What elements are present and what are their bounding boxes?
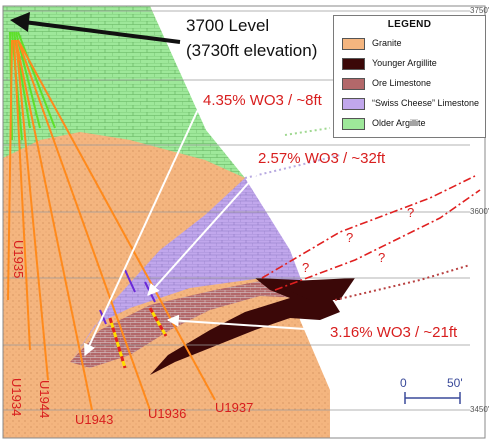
scale-bar [404, 392, 461, 404]
question-mark: ? [346, 230, 354, 245]
assay-label-3: 3.16% WO3 / ~21ft [330, 324, 458, 341]
assay-arrows [84, 104, 321, 357]
granite-swatch [342, 38, 365, 50]
drill-hole-label-u1935: U1935 [11, 240, 26, 279]
legend-item-ore-limestone: Ore Limestone [342, 76, 482, 92]
drill-hole-label-u1936: U1936 [148, 406, 187, 421]
assay-label-2: 2.57% WO3 / ~32ft [258, 150, 386, 167]
swiss-cheese-limestone [72, 178, 305, 360]
level-label-line2: (3730ft elevation) [186, 41, 318, 60]
swiss-cheese-swatch [342, 98, 365, 110]
elevation-tick-3750: 3750' [470, 6, 490, 15]
drill-hole-label-u1943: U1943 [75, 412, 114, 427]
legend-item-swiss-cheese: “Swiss Cheese” Limestone [342, 96, 482, 112]
question-mark: ? [302, 260, 310, 275]
younger-argillite-swatch [342, 58, 365, 70]
legend-label: Ore Limestone [372, 78, 432, 88]
scale-label-end: 50' [447, 376, 463, 390]
older-argillite-swatch [342, 118, 365, 130]
legend-label: “Swiss Cheese” Limestone [372, 98, 480, 108]
ore-intercepts [108, 307, 168, 369]
assay-label-1: 4.35% WO3 / ~8ft [203, 92, 322, 109]
elevation-tick-3450: 3450' [470, 405, 490, 414]
legend-item-older-argillite: Older Argillite [342, 116, 482, 132]
question-mark: ? [407, 205, 415, 220]
legend: LEGEND Granite Younger Argillite Ore Lim… [333, 15, 486, 138]
drill-hole-label-u1934: U1934 [9, 378, 24, 417]
drill-hole-label-u1944: U1944 [37, 380, 52, 419]
legend-title: LEGEND [387, 19, 432, 30]
scale-label-start: 0 [400, 376, 407, 390]
younger-argillite [150, 278, 340, 375]
level-label-line1: 3700 Level [186, 16, 270, 35]
legend-label: Younger Argillite [372, 58, 437, 68]
ore-limestone-swatch [342, 78, 365, 90]
elevation-tick-3600: 3600' [470, 207, 490, 216]
legend-label: Granite [372, 38, 402, 48]
question-mark: ? [378, 250, 386, 265]
legend-item-younger-argillite: Younger Argillite [342, 56, 482, 72]
legend-label: Older Argillite [372, 118, 426, 128]
older-argillite-zone [3, 6, 245, 178]
level-arrow [10, 12, 181, 44]
drill-hole-label-u1937: U1937 [215, 400, 254, 415]
drill-hole-traces [7, 39, 216, 411]
projected-contacts [261, 175, 481, 291]
ore-limestone [70, 280, 310, 368]
legend-item-granite: Granite [342, 36, 482, 52]
